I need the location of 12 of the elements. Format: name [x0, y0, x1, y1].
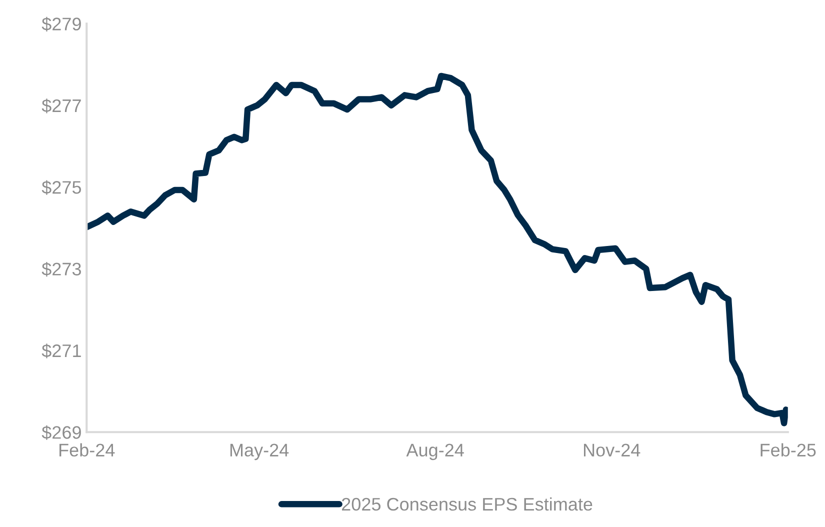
y-tick-label: $277 — [42, 98, 81, 114]
y-tick-label: $275 — [42, 180, 82, 195]
y-tick-label: $269 — [42, 425, 81, 440]
x-tick-label: Aug-24 — [406, 444, 464, 460]
y-tick-label: $279 — [42, 16, 81, 32]
legend-label: 2025 Consensus EPS Estimate — [342, 497, 592, 511]
x-tick-label: Nov-24 — [584, 444, 640, 457]
x-tick-label: Feb-24 — [60, 443, 115, 457]
y-tick-label: $273 — [42, 262, 81, 277]
x-tick-label: Feb-25 — [760, 443, 816, 457]
y-tick-label: $271 — [42, 344, 81, 358]
x-tick-label: May-24 — [230, 444, 289, 460]
